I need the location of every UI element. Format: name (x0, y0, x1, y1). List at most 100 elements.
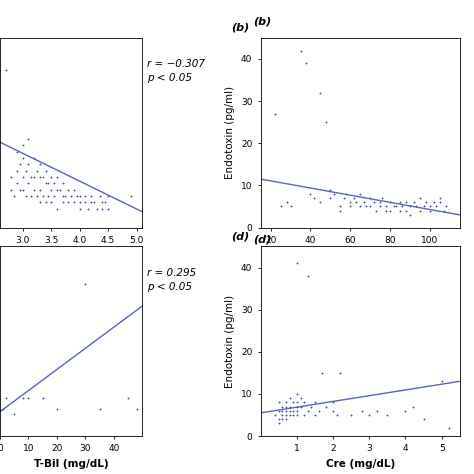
Point (416, 194, 424, 202)
Point (59, 199, 66, 206)
Point (360, 199, 368, 206)
Point (101, 199, 109, 206)
Point (19, 142, 27, 149)
Point (27, 173, 35, 181)
Point (432, 203, 440, 210)
Point (290, 411, 297, 419)
Point (70, 186, 78, 193)
Text: r = 0.295: r = 0.295 (147, 268, 196, 278)
Point (13, 167, 21, 174)
Point (370, 199, 378, 206)
Point (386, 199, 394, 206)
Point (401, 407, 409, 415)
Point (8, 173, 15, 181)
Point (307, 190, 314, 198)
Point (279, 411, 286, 419)
Point (45, 192, 52, 200)
Point (353, 199, 360, 206)
Point (50, 180, 58, 187)
Point (36, 161, 44, 168)
Point (45, 180, 52, 187)
Point (438, 377, 446, 385)
Point (430, 199, 438, 206)
Point (290, 407, 297, 415)
Point (272, 411, 279, 419)
Point (350, 194, 358, 202)
Point (84, 205, 92, 212)
Point (436, 199, 444, 206)
Point (87, 199, 95, 206)
Point (283, 199, 291, 206)
Point (366, 194, 374, 202)
Point (275, 415, 283, 423)
Point (390, 203, 398, 210)
Point (25, 135, 32, 143)
Point (356, 203, 364, 210)
Point (93, 205, 100, 212)
Point (442, 203, 450, 210)
Point (378, 194, 386, 202)
Point (127, 192, 135, 200)
Point (30, 186, 38, 193)
Point (53, 205, 61, 212)
Point (308, 403, 315, 410)
Point (410, 199, 418, 206)
Point (416, 207, 424, 214)
Point (47, 186, 55, 193)
Point (304, 272, 311, 280)
Point (53, 173, 61, 181)
Y-axis label: Endotoxin (pg/ml): Endotoxin (pg/ml) (225, 86, 235, 179)
Point (19, 394, 27, 402)
Point (25, 161, 32, 168)
Point (47, 173, 55, 181)
Point (396, 207, 404, 214)
Point (311, 411, 319, 419)
Point (82, 192, 89, 200)
Point (16, 186, 24, 193)
Point (376, 199, 384, 206)
Point (82, 199, 89, 206)
Point (30, 173, 38, 181)
Point (303, 59, 310, 67)
Point (383, 203, 390, 210)
Point (10, 410, 18, 418)
Point (96, 405, 103, 413)
Point (76, 192, 83, 200)
Point (426, 203, 434, 210)
Point (406, 203, 414, 210)
X-axis label: PT (%): PT (%) (341, 250, 380, 260)
Point (279, 407, 286, 415)
Point (8, 186, 15, 193)
Point (76, 199, 83, 206)
Point (275, 419, 283, 427)
Point (279, 403, 286, 410)
Point (39, 394, 46, 402)
Point (286, 407, 293, 415)
Point (13, 180, 21, 187)
Point (373, 407, 380, 415)
Point (42, 180, 49, 187)
Point (64, 186, 72, 193)
Point (25, 180, 32, 187)
Point (329, 399, 337, 406)
Point (279, 415, 286, 423)
Point (133, 405, 140, 413)
Point (282, 403, 290, 410)
Point (277, 203, 284, 210)
Point (104, 192, 112, 200)
Text: (d): (d) (231, 231, 249, 241)
X-axis label: Cre (mg/dL): Cre (mg/dL) (326, 459, 395, 469)
Point (70, 199, 78, 206)
Point (396, 199, 404, 206)
Point (64, 199, 72, 206)
Point (402, 207, 410, 214)
Point (436, 194, 444, 202)
Text: (d): (d) (254, 235, 272, 245)
Point (383, 411, 391, 419)
Point (422, 199, 430, 206)
Point (301, 399, 308, 406)
X-axis label: Alb (g/dL): Alb (g/dL) (42, 250, 100, 260)
Point (19, 154, 27, 162)
Point (22, 167, 29, 174)
Point (2, 66, 9, 73)
